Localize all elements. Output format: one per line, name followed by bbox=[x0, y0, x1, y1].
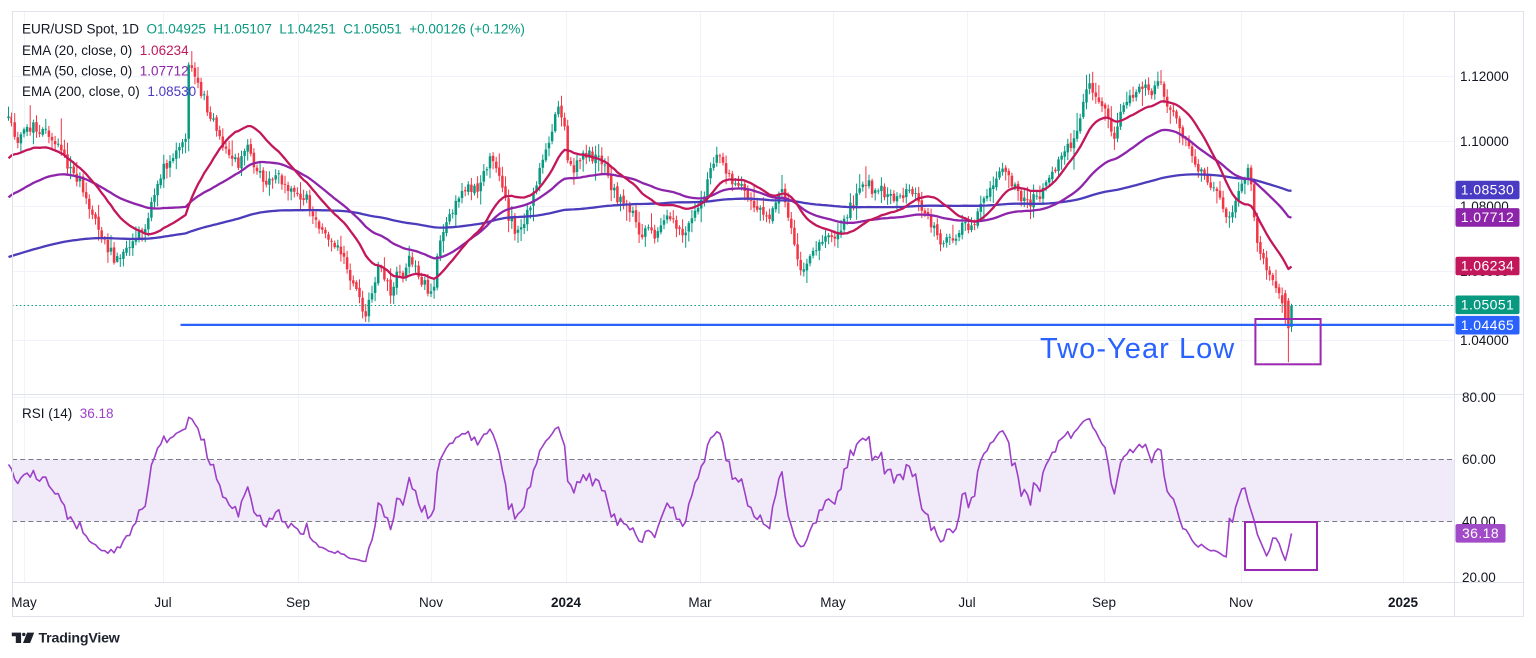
svg-text:60.00: 60.00 bbox=[1462, 452, 1496, 467]
svg-text:2025: 2025 bbox=[1388, 595, 1419, 610]
svg-text:1.07712: 1.07712 bbox=[1461, 209, 1514, 225]
svg-text:Nov: Nov bbox=[1229, 595, 1253, 610]
svg-text:EUR/USD Spot, 1D O1.04925 H1: EUR/USD Spot, 1D O1.04925 H1.05107 L1.04… bbox=[22, 22, 525, 37]
svg-text:1.04000: 1.04000 bbox=[1460, 333, 1509, 348]
svg-text:Jul: Jul bbox=[154, 595, 171, 610]
svg-text:1.10000: 1.10000 bbox=[1460, 134, 1509, 149]
svg-text:RSI (14) 36.18: RSI (14) 36.18 bbox=[22, 406, 114, 421]
svg-text:1.05051: 1.05051 bbox=[1461, 296, 1514, 312]
svg-text:Nov: Nov bbox=[419, 595, 443, 610]
svg-text:Two-Year Low: Two-Year Low bbox=[1040, 333, 1235, 365]
svg-text:1.08530: 1.08530 bbox=[1461, 182, 1514, 198]
svg-text:36.18: 36.18 bbox=[1462, 525, 1499, 541]
svg-text:EMA (20, close, 0) 1.06234: EMA (20, close, 0) 1.06234 bbox=[22, 43, 189, 58]
svg-text:TradingView: TradingView bbox=[39, 630, 121, 646]
svg-text:May: May bbox=[11, 595, 37, 610]
svg-text:2024: 2024 bbox=[551, 595, 582, 610]
svg-text:20.00: 20.00 bbox=[1462, 570, 1496, 585]
svg-text:Mar: Mar bbox=[688, 595, 712, 610]
svg-text:Sep: Sep bbox=[286, 595, 310, 610]
svg-text:Sep: Sep bbox=[1092, 595, 1116, 610]
svg-text:1.04465: 1.04465 bbox=[1461, 317, 1514, 333]
svg-text:May: May bbox=[820, 595, 846, 610]
svg-text:1.06234: 1.06234 bbox=[1461, 258, 1514, 274]
svg-text:Jul: Jul bbox=[958, 595, 975, 610]
svg-text:EMA (50, close, 0) 1.07712: EMA (50, close, 0) 1.07712 bbox=[22, 64, 189, 79]
svg-text:80.00: 80.00 bbox=[1462, 390, 1496, 405]
svg-text:1.12000: 1.12000 bbox=[1460, 69, 1509, 84]
svg-text:EMA (200, close, 0) 1.08530: EMA (200, close, 0) 1.08530 bbox=[22, 84, 196, 99]
